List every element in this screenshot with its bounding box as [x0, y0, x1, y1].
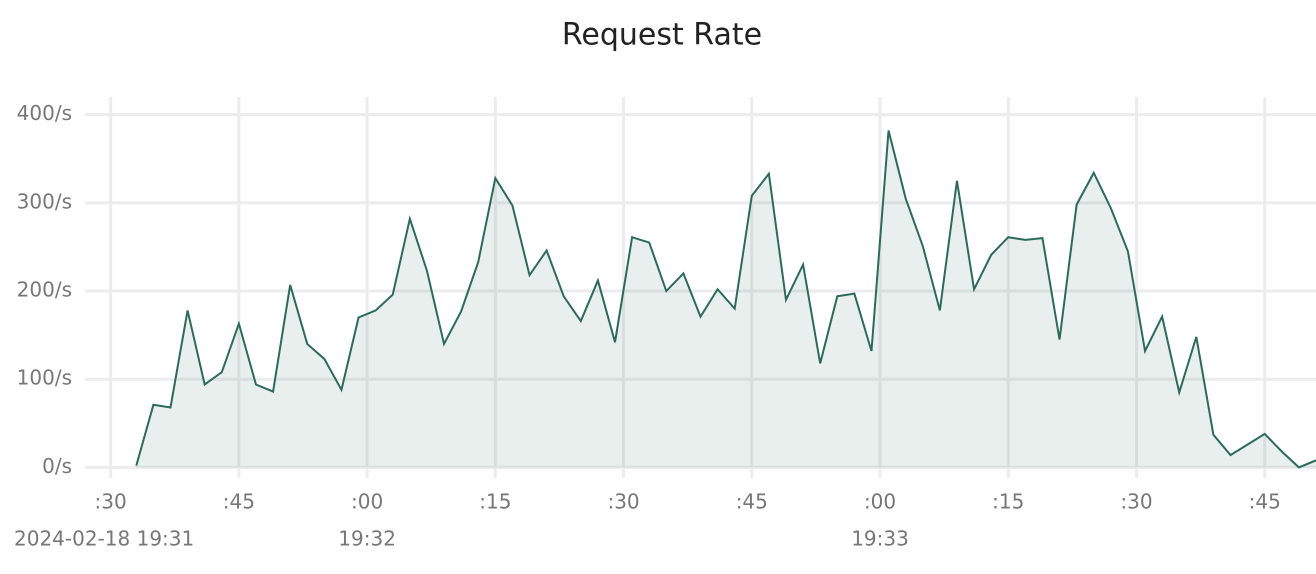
x-tick-label: :30: [95, 490, 127, 514]
x-tick-label: :00: [864, 490, 896, 514]
x-tick-label: :30: [1120, 490, 1152, 514]
x-tick-label: :45: [736, 490, 768, 514]
x-tick-label: :00: [351, 490, 383, 514]
x-tick-label: :30: [607, 490, 639, 514]
x-tick-sublabel: 19:33: [851, 527, 909, 551]
x-tick-label: :15: [479, 490, 511, 514]
x-tick-label: :45: [223, 490, 255, 514]
y-tick-label: 0/s: [42, 454, 72, 478]
x-tick-label: :45: [1249, 490, 1281, 514]
y-tick-label: 200/s: [17, 278, 72, 302]
y-tick-label: 400/s: [17, 101, 72, 125]
chart-title: Request Rate: [562, 18, 762, 53]
y-tick-label: 300/s: [17, 189, 72, 213]
x-tick-sublabel: 19:32: [338, 527, 396, 551]
x-tick-sublabel: 2024-02-18 19:31: [14, 527, 194, 551]
y-tick-label: 100/s: [17, 366, 72, 390]
x-tick-label: :15: [992, 490, 1024, 514]
series-line: [135, 130, 1316, 469]
